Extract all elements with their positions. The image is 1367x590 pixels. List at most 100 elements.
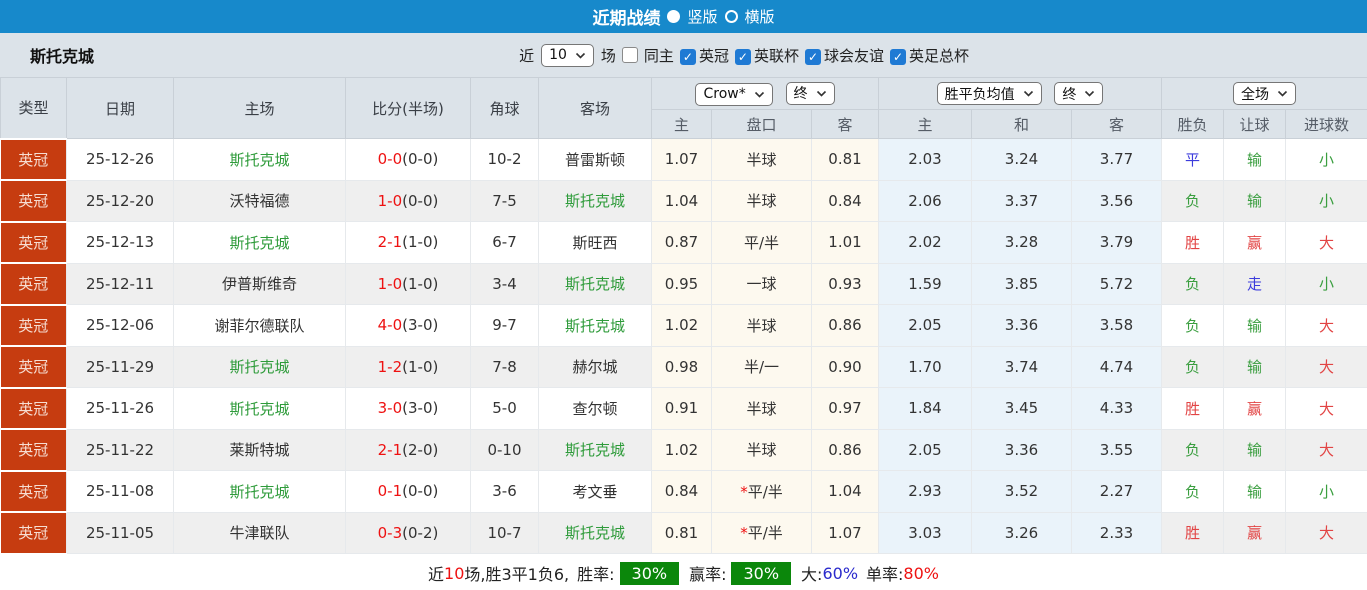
corner-cell: 5-0 [470, 387, 539, 430]
league-label: 英联杯 [753, 46, 799, 65]
home-team-cell: 谢菲尔德联队 [173, 304, 346, 347]
horizontal-layout-radio[interactable] [724, 10, 738, 23]
ah-line-cell: 半球 [711, 387, 812, 430]
away-team-cell: 斯托克城 [538, 179, 652, 222]
score-cell: 0-1(0-0) [345, 470, 471, 513]
league-cell: 英冠 [0, 179, 67, 223]
score-cell: 0-0(0-0) [345, 138, 471, 181]
same-home-label: 同主 [643, 46, 674, 65]
league-checkbox[interactable]: ✓ [889, 48, 906, 65]
scope-select[interactable]: 全场 [1233, 82, 1296, 105]
col-header-avg-draw: 和 [971, 109, 1072, 139]
corner-cell: 10-7 [470, 511, 539, 554]
odds-type-select[interactable]: 胜平负均值 [936, 82, 1042, 105]
table-row: 英冠 25-11-22 莱斯特城 2-1(2-0) 0-10 斯托克城 1.02… [0, 428, 1367, 472]
score-fulltime: 1-0 [377, 191, 403, 210]
avg-home-odds-cell: 2.03 [878, 138, 972, 181]
league-checkbox[interactable]: ✓ [734, 48, 751, 65]
col-header-avg-home: 主 [878, 109, 972, 139]
corner-cell: 3-4 [470, 262, 539, 305]
ah-home-odds-cell: 1.02 [651, 304, 712, 347]
same-home-checkbox[interactable] [621, 47, 638, 63]
ah-line-cell: *平/半 [711, 470, 812, 513]
avg-draw-odds-cell: 3.45 [971, 387, 1072, 430]
league-checkbox[interactable]: ✓ [679, 48, 696, 65]
avg-away-odds-cell: 3.58 [1071, 304, 1162, 347]
result-cell: 负 [1161, 304, 1224, 347]
col-header-home: 主场 [173, 77, 346, 139]
vertical-layout-radio[interactable] [667, 10, 681, 23]
result-cell: 负 [1161, 345, 1224, 388]
score-halftime: (1-0) [402, 357, 439, 376]
away-team-cell: 斯托克城 [538, 262, 652, 305]
recent-count-select[interactable]: 10 [541, 43, 594, 67]
avg-draw-odds-cell: 3.85 [971, 262, 1072, 305]
goals-result-cell: 小 [1285, 262, 1367, 305]
ah-home-odds-cell: 0.81 [651, 511, 712, 554]
score-fulltime: 0-3 [377, 523, 403, 542]
chevron-down-icon [575, 52, 585, 59]
chevron-down-icon [816, 90, 826, 97]
result-cell: 负 [1161, 262, 1224, 305]
goals-result-cell: 大 [1285, 428, 1367, 471]
early-odds-star-icon: * [740, 524, 748, 543]
bookmaker-select[interactable]: Crow* [695, 82, 773, 106]
handicap-result-cell: 赢 [1223, 511, 1286, 554]
ah-away-odds-cell: 0.90 [811, 345, 879, 388]
away-team-cell: 赫尔城 [538, 345, 652, 388]
early-odds-star-icon: * [740, 482, 748, 501]
avg-draw-odds-cell: 3.37 [971, 179, 1072, 222]
goals-result-cell: 小 [1285, 138, 1367, 181]
score-halftime: (1-0) [402, 233, 439, 252]
avg-draw-odds-cell: 3.26 [971, 511, 1072, 554]
home-team-cell: 斯托克城 [173, 470, 346, 513]
score-halftime: (3-0) [402, 399, 439, 418]
chevron-down-icon [754, 91, 764, 98]
ah-away-odds-cell: 0.86 [811, 428, 879, 471]
handicap-group-header: Crow* 终 [651, 77, 879, 110]
result-cell: 胜 [1161, 221, 1224, 264]
league-cell: 英冠 [0, 386, 67, 430]
ah-line-text: 一球 [746, 275, 777, 294]
score-cell: 2-1(2-0) [345, 428, 471, 471]
ah-line-cell: 半球 [711, 304, 812, 347]
result-cell: 平 [1161, 138, 1224, 181]
score-cell: 1-0(1-0) [345, 262, 471, 305]
ah-home-odds-cell: 0.91 [651, 387, 712, 430]
col-header-score: 比分(半场) [345, 77, 471, 139]
league-checkbox[interactable]: ✓ [804, 48, 821, 65]
win-rate-badge: 30% [619, 561, 680, 585]
goals-result-cell: 小 [1285, 179, 1367, 222]
date-cell: 25-11-08 [66, 470, 174, 513]
home-team-cell: 斯托克城 [173, 138, 346, 181]
goals-result-cell: 大 [1285, 221, 1367, 264]
handicap-time-select[interactable]: 终 [785, 81, 835, 105]
corner-cell: 7-8 [470, 345, 539, 388]
ah-home-odds-cell: 0.95 [651, 262, 712, 305]
handicap-result-cell: 输 [1223, 179, 1286, 222]
home-team-cell: 莱斯特城 [173, 428, 346, 471]
result-group-header: 全场 [1161, 77, 1367, 110]
ah-line-cell: 一球 [711, 262, 812, 305]
avg-draw-odds-cell: 3.28 [971, 221, 1072, 264]
page-title: 近期战绩 [592, 9, 661, 29]
handicap-result-cell: 输 [1223, 470, 1286, 513]
league-cell: 英冠 [0, 303, 67, 347]
score-halftime: (0-0) [402, 191, 439, 210]
score-halftime: (0-0) [402, 150, 439, 169]
horizontal-layout-label[interactable]: 横版 [744, 8, 775, 26]
ah-line-text: 半球 [746, 399, 777, 418]
win-rate-label: 胜率: [577, 565, 615, 584]
ah-home-odds-cell: 1.04 [651, 179, 712, 222]
date-cell: 25-12-11 [66, 262, 174, 305]
vertical-layout-label[interactable]: 竖版 [687, 8, 718, 26]
ah-line-text: 半/一 [743, 358, 780, 377]
avg-away-odds-cell: 2.27 [1071, 470, 1162, 513]
corner-cell: 9-7 [470, 304, 539, 347]
score-halftime: (0-2) [402, 523, 439, 542]
table-row: 英冠 25-12-06 谢菲尔德联队 4-0(3-0) 9-7 斯托克城 1.0… [0, 303, 1367, 347]
ah-line-text: 平/半 [747, 524, 783, 543]
odds-time-select[interactable]: 终 [1054, 82, 1104, 105]
ah-line-text: 半球 [746, 316, 777, 335]
goals-result-cell: 大 [1285, 511, 1367, 554]
